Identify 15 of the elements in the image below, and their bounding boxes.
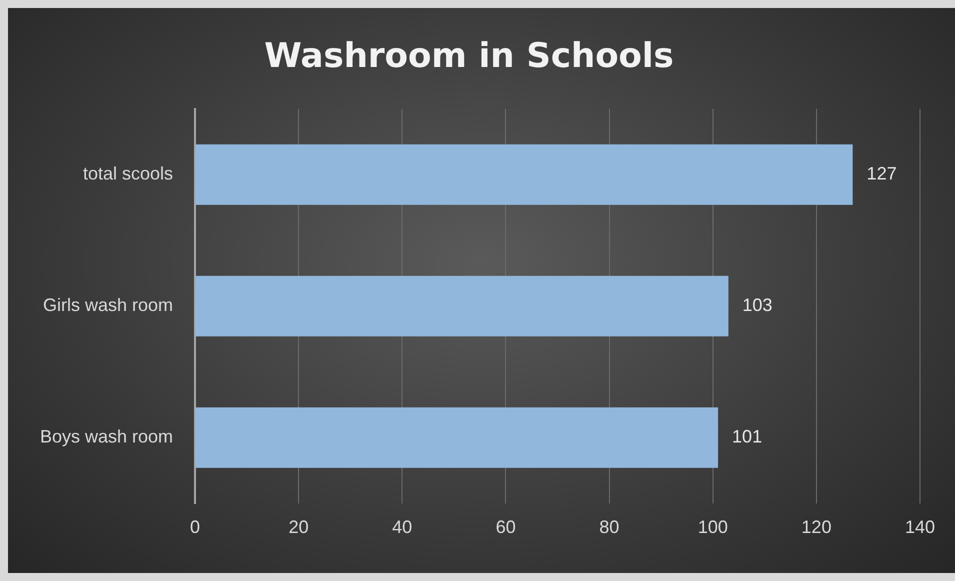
x-tick-label: 100 <box>698 517 728 538</box>
x-tick-label: 40 <box>392 517 412 538</box>
y-tick-label: Girls wash room <box>43 295 174 316</box>
x-tick-label: 80 <box>599 517 620 538</box>
x-tick-label: 140 <box>904 517 936 538</box>
x-tick-label: 20 <box>288 517 309 538</box>
x-tick-label: 0 <box>190 517 200 538</box>
y-tick-label: total scools <box>83 164 174 184</box>
data-label: 103 <box>742 295 772 316</box>
y-tick-label: Boys wash room <box>40 426 174 447</box>
chart-title: Washroom in Schools <box>264 36 674 76</box>
data-label: 127 <box>866 164 897 184</box>
x-tick-label: 120 <box>801 517 832 538</box>
data-label: 101 <box>732 426 762 447</box>
x-tick-label: 60 <box>496 517 516 538</box>
